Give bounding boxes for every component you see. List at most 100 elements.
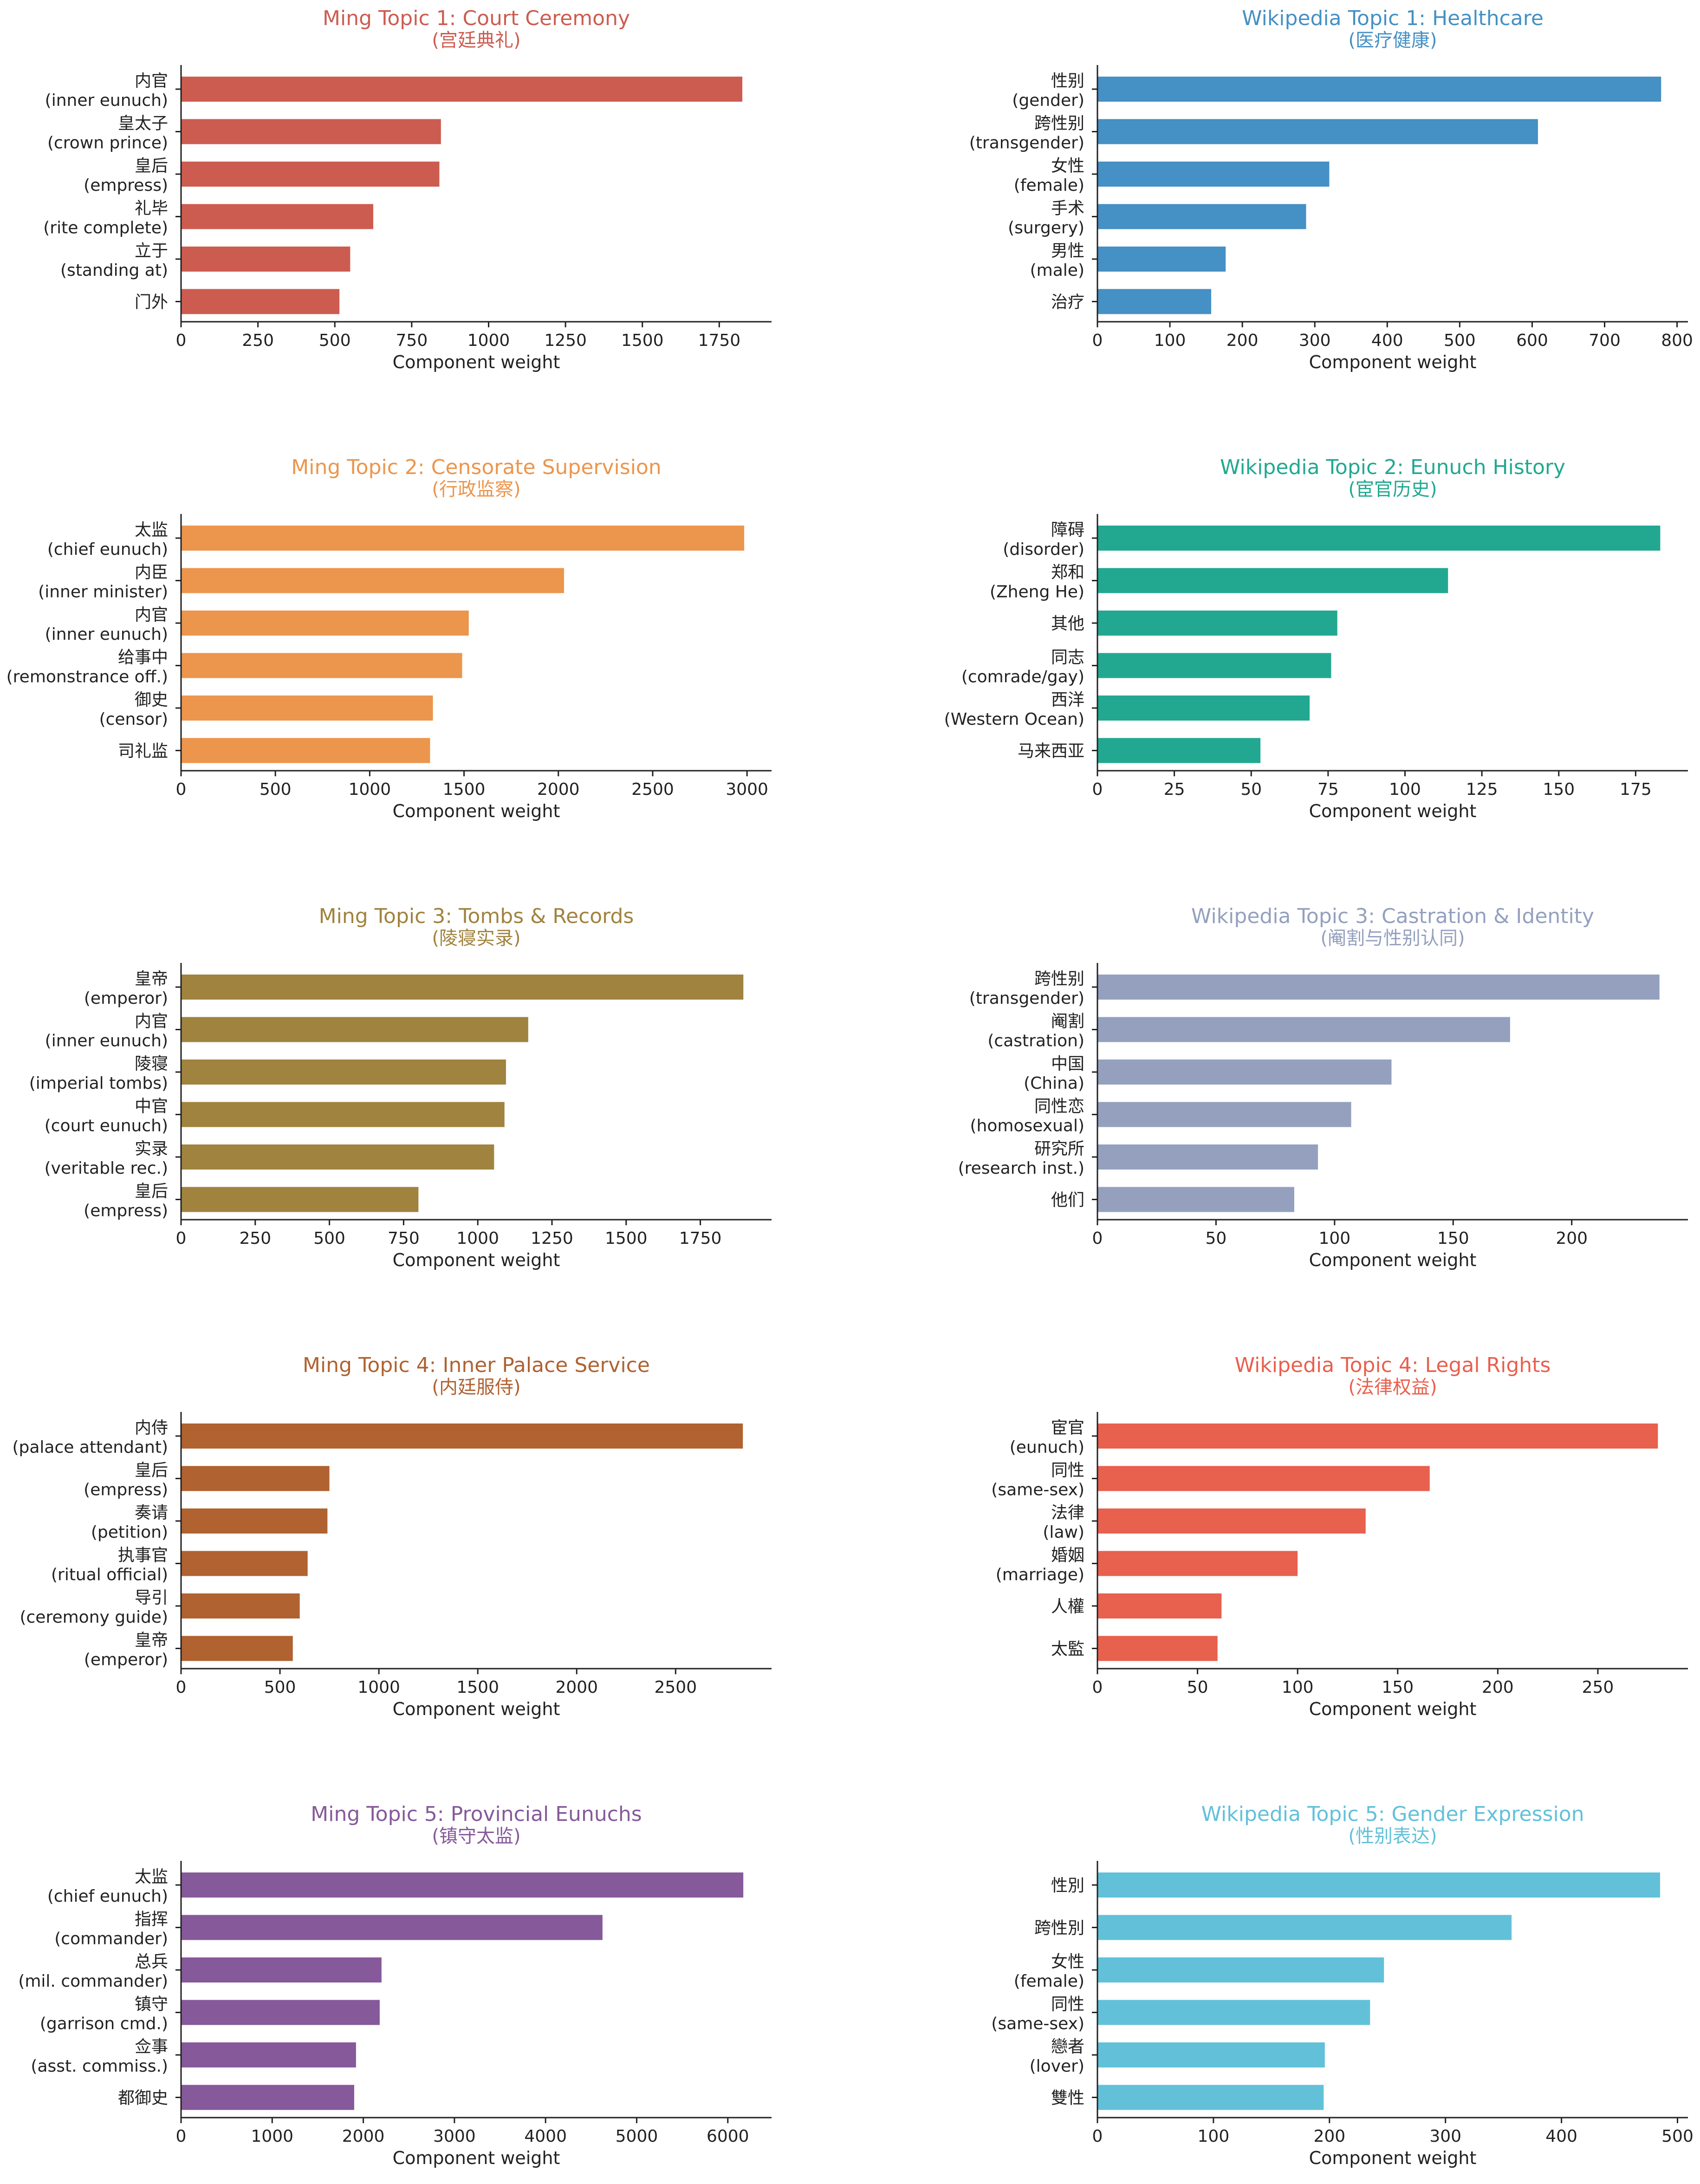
chart-4-xtick-label: 100 xyxy=(1389,780,1421,799)
chart-3-category-label-en: (chief eunuch) xyxy=(47,540,168,559)
chart-2-xtick-label: 800 xyxy=(1661,331,1693,350)
chart-5-bar-1 xyxy=(181,975,744,1000)
chart-8-bar-4 xyxy=(1097,1551,1298,1576)
chart-1-category-label-zh: 皇太子 xyxy=(118,114,168,133)
chart-10-xlabel: Component weight xyxy=(1309,2148,1477,2168)
chart-6-subtitle: (阉割与性别认同) xyxy=(1320,928,1465,949)
chart-4-xlabel: Component weight xyxy=(1309,801,1477,821)
chart-8-category-label-zh: 太監 xyxy=(1051,1640,1084,1659)
chart-10-bar-4 xyxy=(1097,2000,1370,2025)
chart-10-category-label-en: (female) xyxy=(1014,1972,1084,1991)
chart-3-xtick-label: 1000 xyxy=(349,780,391,799)
chart-6-category-label-zh: 跨性别 xyxy=(1034,969,1084,988)
chart-7-category-label-zh: 奏请 xyxy=(135,1503,168,1522)
chart-6-category-label-en: (transgender) xyxy=(969,989,1084,1008)
chart-5-xtick-label: 750 xyxy=(388,1229,420,1248)
chart-1-xlabel: Component weight xyxy=(393,352,560,372)
chart-5-category-label-zh: 中官 xyxy=(135,1097,168,1116)
chart-1-xtick-label: 750 xyxy=(396,331,428,350)
chart-5-xtick-label: 0 xyxy=(176,1229,187,1248)
chart-8-xtick-label: 100 xyxy=(1282,1678,1314,1697)
chart-7-category-label-zh: 皇帝 xyxy=(135,1631,168,1650)
chart-9-bar-2 xyxy=(181,1915,603,1940)
chart-8-bar-2 xyxy=(1097,1466,1430,1491)
chart-4-bar-4 xyxy=(1097,653,1331,678)
chart-6-category-label-en: (homosexual) xyxy=(970,1117,1084,1136)
chart-3-category-label-zh: 御史 xyxy=(135,690,168,709)
chart-7-category-label-en: (ritual official) xyxy=(51,1566,168,1585)
chart-8-category-label-zh: 婚姻 xyxy=(1051,1546,1084,1565)
chart-1-category-label-en: (crown prince) xyxy=(47,134,168,153)
chart-3-xtick-label: 2500 xyxy=(631,780,674,799)
chart-1-xtick-label: 500 xyxy=(319,331,351,350)
chart-5-category-label-en: (imperial tombs) xyxy=(29,1074,168,1093)
chart-2-category-label-zh: 女性 xyxy=(1051,156,1084,176)
chart-1-bar-4 xyxy=(181,204,374,229)
chart-1-category-label-zh: 门外 xyxy=(135,293,168,312)
chart-4-category-label-zh: 同志 xyxy=(1051,648,1084,667)
chart-3-bar-6 xyxy=(181,738,430,763)
chart-9-xtick-label: 5000 xyxy=(616,2127,658,2146)
chart-2-category-label-zh: 跨性别 xyxy=(1034,114,1084,133)
chart-6-category-label-en: (research inst.) xyxy=(958,1159,1084,1178)
chart-4-category-label-en: (disorder) xyxy=(1003,540,1084,559)
chart-5-xtick-label: 250 xyxy=(239,1229,271,1248)
chart-3-category-label-en: (inner minister) xyxy=(38,583,168,602)
chart-8-xtick-label: 250 xyxy=(1582,1678,1614,1697)
chart-7-category-label-zh: 导引 xyxy=(135,1588,168,1607)
chart-2-bar-2 xyxy=(1097,119,1538,144)
chart-4-category-label-en: (Zheng He) xyxy=(990,583,1084,602)
chart-4-category-label-zh: 马来西亚 xyxy=(1018,742,1084,761)
chart-8-category-label-en: (law) xyxy=(1043,1523,1084,1542)
chart-10-category-label-zh: 性別 xyxy=(1051,1876,1084,1895)
chart-10-category-label-en: (same-sex) xyxy=(991,2015,1084,2034)
chart-10-xtick-label: 0 xyxy=(1092,2127,1103,2146)
chart-10-category-label-en: (lover) xyxy=(1030,2057,1084,2076)
chart-7-category-label-zh: 内侍 xyxy=(135,1418,168,1437)
chart-2-title: Wikipedia Topic 1: Healthcare xyxy=(1242,6,1544,30)
chart-7-category-label-en: (emperor) xyxy=(84,1651,168,1670)
chart-10-xtick-label: 300 xyxy=(1429,2127,1461,2146)
chart-6-bar-1 xyxy=(1097,975,1660,1000)
chart-2-xtick-label: 300 xyxy=(1299,331,1331,350)
chart-3-xlabel: Component weight xyxy=(393,801,560,821)
chart-7-title: Ming Topic 4: Inner Palace Service xyxy=(303,1353,650,1377)
chart-6-bar-6 xyxy=(1097,1187,1294,1212)
chart-8-category-label-en: (same-sex) xyxy=(991,1481,1084,1500)
chart-1-subtitle: (宫廷典礼) xyxy=(432,30,520,51)
chart-7-bar-1 xyxy=(181,1424,743,1449)
chart-9-panel: Ming Topic 5: Provincial Eunuchs(镇守太监) 太监… xyxy=(18,1802,772,2168)
chart-4-category-label-en: (Western Ocean) xyxy=(944,710,1084,729)
chart-9-category-label-en: (mil. commander) xyxy=(18,1972,168,1991)
chart-8-xtick-label: 50 xyxy=(1187,1678,1208,1697)
chart-8-title: Wikipedia Topic 4: Legal Rights xyxy=(1235,1353,1551,1377)
chart-2-bar-4 xyxy=(1097,204,1306,229)
chart-5-category-label-en: (emperor) xyxy=(84,989,168,1008)
chart-10-category-label-zh: 跨性別 xyxy=(1034,1919,1084,1938)
chart-2-bar-5 xyxy=(1097,247,1226,272)
chart-2-subtitle: (医疗健康) xyxy=(1348,30,1437,51)
chart-9-title: Ming Topic 5: Provincial Eunuchs xyxy=(311,1802,642,1826)
chart-2-category-label-en: (transgender) xyxy=(969,134,1084,153)
chart-9-subtitle: (镇守太监) xyxy=(432,1826,520,1847)
chart-9-bar-4 xyxy=(181,2000,380,2025)
chart-10-xtick-label: 100 xyxy=(1198,2127,1230,2146)
chart-6-xtick-label: 100 xyxy=(1318,1229,1350,1248)
chart-3-bar-2 xyxy=(181,568,564,593)
chart-7-category-label-zh: 皇后 xyxy=(135,1461,168,1480)
chart-2-category-label-zh: 治疗 xyxy=(1051,293,1084,312)
chart-1-xtick-label: 0 xyxy=(176,331,187,350)
chart-5-category-label-zh: 皇后 xyxy=(135,1182,168,1201)
chart-7-subtitle: (内廷服侍) xyxy=(432,1377,520,1398)
chart-4-bar-2 xyxy=(1097,568,1448,593)
chart-10-category-label-zh: 同性 xyxy=(1051,1995,1084,2014)
chart-5-category-label-zh: 皇帝 xyxy=(135,969,168,988)
chart-1-bar-3 xyxy=(181,162,440,187)
chart-5-category-label-en: (inner eunuch) xyxy=(45,1032,168,1051)
chart-8-category-label-en: (marriage) xyxy=(996,1566,1084,1585)
chart-4-subtitle: (宦官历史) xyxy=(1348,479,1437,500)
chart-3-category-label-en: (remonstrance off.) xyxy=(6,668,168,687)
chart-10-category-label-zh: 雙性 xyxy=(1051,2089,1084,2108)
chart-6-xlabel: Component weight xyxy=(1309,1250,1477,1270)
